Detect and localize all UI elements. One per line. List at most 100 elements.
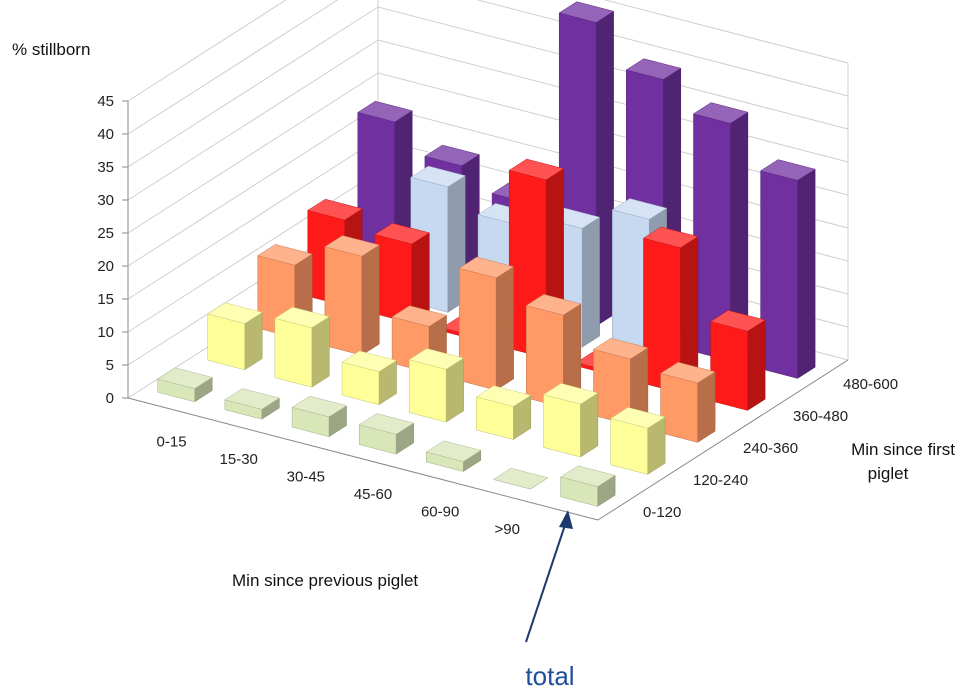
bar-0-120 [425, 440, 482, 472]
bar-front [543, 394, 581, 458]
gridline [127, 0, 849, 135]
z-axis-line [597, 359, 849, 521]
bar-side [361, 244, 380, 356]
bar-top [609, 407, 666, 429]
z-axis-title-line2: piglet [868, 464, 909, 483]
y-tick-label: 15 [97, 291, 114, 308]
bar-top [425, 440, 482, 462]
bar-120-240 [207, 302, 263, 371]
x-tick-label: 60-90 [421, 503, 459, 520]
z-tick-label: 360-480 [793, 408, 848, 425]
bar-120-240 [609, 407, 666, 475]
x-tick-label: 30-45 [287, 469, 325, 486]
bar-top [692, 102, 749, 124]
bar-top [410, 165, 466, 188]
bar-120-240 [274, 306, 330, 388]
bar-top [357, 100, 413, 123]
axes [127, 101, 849, 521]
bar-120-240 [475, 385, 532, 440]
y-tick-label: 5 [106, 357, 114, 374]
annotation-total: total [525, 661, 574, 691]
bar-side [747, 319, 766, 411]
bar-top [358, 413, 415, 435]
y-tick-label: 20 [97, 258, 114, 275]
bar-top [625, 58, 682, 80]
bar-top [611, 198, 668, 220]
bar-240-360 [324, 235, 380, 356]
bar-120-240 [542, 383, 599, 458]
z-tick-label: 240-360 [743, 440, 798, 457]
bar-front [710, 321, 748, 411]
x-axis-title: Min since previous piglet [232, 571, 418, 590]
bar-top [307, 198, 363, 221]
bar-front [408, 359, 447, 423]
bar-120-240 [408, 348, 465, 423]
x-axis-line [127, 397, 599, 521]
y-tick-label: 10 [97, 324, 114, 341]
bar-240-360 [458, 256, 515, 391]
bar-side [495, 266, 514, 391]
bar-side [311, 316, 330, 388]
bar-top [559, 465, 616, 487]
bar-front [760, 170, 798, 379]
bar-top [525, 294, 582, 316]
bar-front [458, 267, 497, 391]
arrow-shaft [525, 521, 567, 643]
bar-480-600 [759, 159, 816, 379]
bar-0-120 [224, 388, 280, 420]
bar-0-120 [291, 395, 348, 438]
arrow-head [559, 510, 573, 529]
gridline [127, 0, 849, 102]
bar-360-480 [374, 223, 430, 324]
bar-240-360 [592, 337, 649, 426]
bar-top [341, 350, 398, 372]
x-tick-label: 15-30 [220, 451, 258, 468]
bar-top [542, 383, 599, 405]
bar-top [274, 306, 330, 329]
bar-front [274, 317, 313, 388]
bar-top [257, 244, 313, 266]
bar-top [207, 302, 263, 324]
bar-240-360 [659, 361, 716, 443]
bar-0-120 [157, 367, 213, 403]
bar-front [324, 246, 363, 356]
x-tick-label: 0-15 [157, 434, 187, 451]
y-tick-label: 45 [97, 93, 114, 110]
bar-top [558, 1, 615, 23]
bar-side [697, 371, 716, 443]
bar-top [642, 226, 699, 249]
z-axis-title: Min since first [851, 440, 955, 459]
x-tick-label: 45-60 [354, 486, 392, 503]
bar-front [660, 373, 698, 443]
bar-top [291, 395, 348, 418]
bar-top [659, 361, 716, 384]
bar-0-120 [492, 467, 549, 490]
x-tick-label: >90 [495, 521, 520, 538]
bar-top [709, 310, 766, 332]
y-tick-label: 25 [97, 225, 114, 242]
y-tick-label: 0 [106, 390, 114, 407]
z-tick-label: 480-600 [843, 376, 898, 393]
bar-120-240 [341, 350, 398, 406]
bar-top [508, 158, 565, 181]
bar-top [324, 235, 380, 257]
bar-side [581, 216, 600, 348]
bar-top [592, 337, 649, 360]
y-tick-label: 35 [97, 159, 114, 176]
bar-0-120 [559, 465, 616, 507]
bar-240-360 [525, 294, 582, 408]
annotation-arrow [525, 510, 573, 643]
bar-side [797, 168, 816, 379]
z-tick-label: 120-240 [693, 472, 748, 489]
y-tick-label: 40 [97, 126, 114, 143]
bar-480-600 [692, 102, 749, 362]
y-axis-title: % stillborn [12, 40, 90, 59]
bar-top [391, 305, 448, 327]
bar-top [759, 159, 816, 181]
bar-0-120 [358, 413, 415, 455]
bar-top [157, 367, 213, 389]
bar-top [458, 256, 515, 279]
bar-top [424, 144, 480, 167]
